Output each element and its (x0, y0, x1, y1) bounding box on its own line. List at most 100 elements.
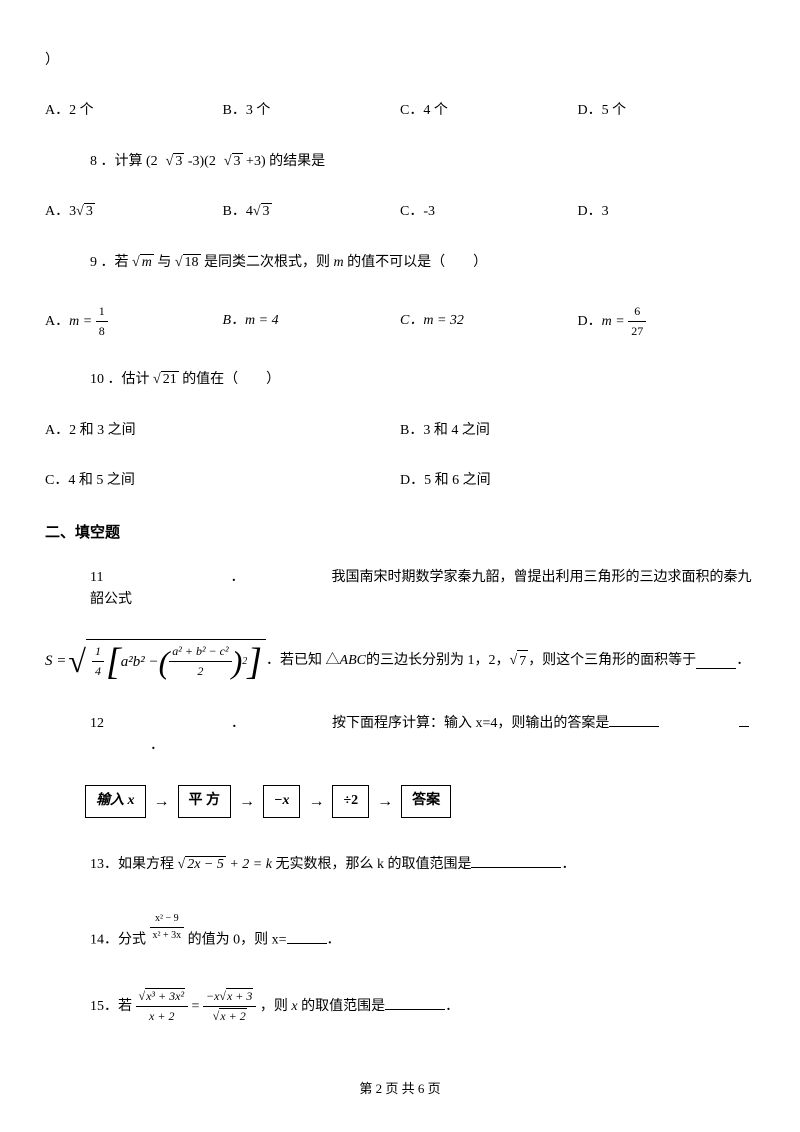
q10-opt-a: A．2 和 3 之间 (45, 423, 136, 438)
q8-sqrt2: 3 (232, 153, 243, 169)
q9-opt-a: A．m = 18 (45, 302, 223, 341)
q8-b-sqrt: 3 (261, 203, 272, 219)
q11-blank (696, 654, 736, 669)
q12-line1: 12 ． 按下面程序计算：输入 x=4，则输出的答案是． (45, 712, 755, 758)
q11-s7: 7 (517, 650, 528, 673)
q8-b-pre: B．4 (223, 204, 253, 219)
q8-options: A．3√3 B．4√3 C．-3 D．3 (45, 201, 755, 223)
q14-pre: ．分式 (104, 933, 150, 948)
q11-line2: S = √ 14 [ a²b² − ( a² + b² − c²2 )2 ] ．… (45, 639, 755, 683)
q8-pre: ．计算 (2 (101, 154, 158, 169)
q11-abc: ABC (340, 650, 366, 672)
q11-f14n: 1 (92, 642, 104, 662)
arrow-icon: → (377, 789, 393, 815)
q15-rhs-dsqrt: x + 2 (219, 1008, 246, 1023)
flow-box-input: 输入 x (85, 785, 146, 817)
q9-a-eq: m = (69, 314, 92, 329)
q10-num: 10 (90, 372, 104, 387)
q9-opt-d: D．m = 627 (578, 302, 756, 341)
q10-opt-d: D．5 和 6 之间 (400, 473, 491, 488)
q13-mid: + 2 = k (226, 857, 272, 872)
q8-opt-c: C．-3 (400, 201, 578, 223)
q10-pre: ．估计 (108, 372, 154, 387)
q13-blank (471, 853, 561, 868)
q15-lhs-den: x + 2 (136, 1007, 189, 1026)
q10-options-2: C．4 和 5 之间 D．5 和 6 之间 (45, 470, 755, 492)
q11-intro: 我国南宋时期数学家秦九韶，曾提出利用三角形的三边求面积的秦九韶公式 (90, 570, 751, 607)
q11-formula: S = √ 14 [ a²b² − ( a² + b² − c²2 )2 ] (45, 639, 266, 683)
q14-num: 14 (90, 933, 104, 948)
q14-fden: x² + 3x (150, 928, 185, 944)
arrow-icon: → (308, 789, 324, 815)
q11-innum: a² + b² − c² (169, 642, 231, 662)
q9-mvar: m (334, 255, 344, 270)
q9-d-eq: m = (602, 314, 625, 329)
q11-f14d: 4 (92, 662, 104, 681)
arrow-icon: → (239, 789, 255, 815)
q15-pre: ．若 (104, 999, 136, 1014)
q15-stem: 15．若 √x³ + 3x² x + 2 = −x√x + 3 √x + 2 ，… (45, 987, 755, 1026)
q11-line1: 11 ． 我国南宋时期数学家秦九韶，曾提出利用三角形的三边求面积的秦九韶公式 (45, 567, 755, 612)
q13-stem: 13．如果方程 √2x − 5 + 2 = k 无实数根，那么 k 的取值范围是… (45, 853, 755, 876)
flow-box-minusx: −x (263, 785, 300, 817)
q10-opt-b: B．3 和 4 之间 (400, 423, 490, 438)
q11-num: 11 (90, 570, 103, 585)
q15-rhs-pre: −x (206, 989, 219, 1003)
q7-options: A．2 个 B．3 个 C．4 个 D．5 个 (45, 100, 755, 122)
q9-a-label: A． (45, 314, 69, 329)
q14-blank (287, 929, 327, 944)
q11-seq: S = (45, 649, 66, 673)
q9-d-label: D． (578, 314, 602, 329)
q9-d-den: 27 (628, 322, 646, 341)
q12-text: 按下面程序计算：输入 x=4，则输出的答案是 (332, 716, 609, 731)
q9-opt-b: B．m = 4 (223, 310, 401, 332)
q11-cpre: ．若已知 △ (266, 650, 340, 672)
q9-mid2: 是同类二次根式，则 (201, 255, 334, 270)
q13-num: 13 (90, 857, 104, 872)
q9-sqrt18: 18 (183, 254, 201, 270)
q9-opt-c: C．m = 32 (400, 310, 578, 332)
q15-lhs-sqrt: x³ + 3x² (145, 988, 185, 1003)
q8-opt-d: D．3 (578, 201, 756, 223)
q11-cend: ，则这个三角形的面积等于 (528, 650, 696, 672)
q9-options: A．m = 18 B．m = 4 C．m = 32 D．m = 627 (45, 302, 755, 341)
q8-sqrt1: 3 (173, 153, 184, 169)
q15-eq: = (192, 999, 203, 1014)
q14-end: 的值为 0，则 x= (188, 933, 287, 948)
q12-flowchart: 输入 x → 平 方 → −x → ÷2 → 答案 (85, 785, 755, 817)
q8-mid1: -3)(2 (184, 154, 216, 169)
q9-a-num: 1 (96, 302, 108, 322)
q10-opt-c: C．4 和 5 之间 (45, 473, 135, 488)
q10-sqrt: 21 (161, 371, 179, 387)
q10-options-1: A．2 和 3 之间 B．3 和 4 之间 (45, 420, 755, 442)
q8-a-pre: A．3 (45, 204, 76, 219)
q7-opt-b: B．3 个 (223, 100, 401, 122)
q13-sqrt: 2x − 5 (185, 856, 226, 872)
q12-blank1 (609, 712, 659, 727)
q7-continuation: ） (45, 50, 755, 72)
q8-opt-b: B．4√3 (223, 201, 401, 223)
flow-box-answer: 答案 (401, 785, 451, 817)
q9-num: 9 (90, 255, 97, 270)
q13-pre: ．如果方程 (104, 857, 178, 872)
q14-fnum: x² − 9 (150, 911, 185, 928)
q8-a-sqrt: 3 (84, 203, 95, 219)
q11-cmid: 的三边长分别为 1，2， (366, 650, 510, 672)
q7-paren: ） (45, 53, 59, 68)
q11-ab: a²b² − (121, 650, 159, 674)
q12-blank2 (739, 712, 749, 727)
q7-opt-a: A．2 个 (45, 100, 223, 122)
page-footer: 第 2 页 共 6 页 (0, 1078, 800, 1097)
q8-num: 8 (90, 154, 97, 169)
q9-d-num: 6 (628, 302, 646, 322)
q15-rhs-den: √x + 2 (203, 1007, 256, 1026)
q10-end: 的值在（ ） (179, 372, 281, 387)
q9-stem: 9 ．若 √m 与 √18 是同类二次根式，则 m 的值不可以是（ ） (45, 252, 755, 274)
arrow-icon: → (154, 789, 170, 815)
q15-rhs-num: −x√x + 3 (203, 987, 256, 1007)
q12-num: 12 (90, 716, 104, 731)
q9-pre: ．若 (101, 255, 133, 270)
section2-title: 二、填空题 (45, 521, 755, 542)
q11-inden: 2 (169, 662, 231, 681)
q15-lhs-num: √x³ + 3x² (136, 987, 189, 1007)
